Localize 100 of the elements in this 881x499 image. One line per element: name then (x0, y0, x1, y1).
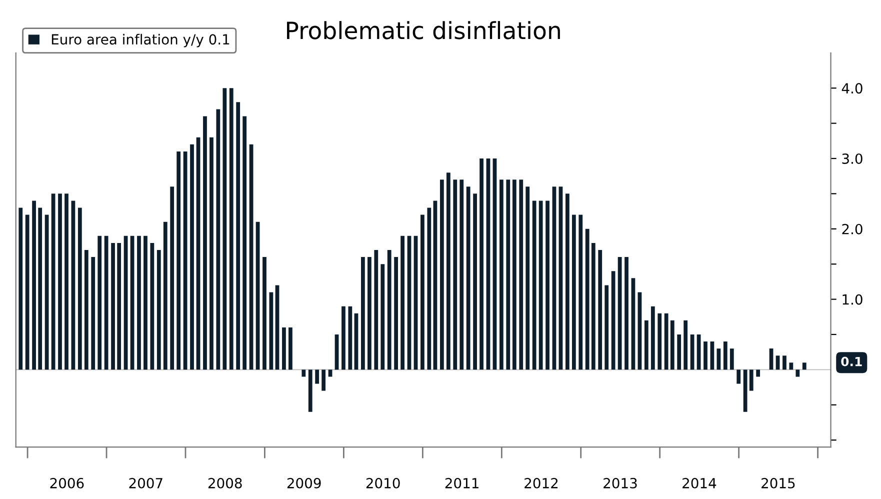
bar (374, 250, 378, 370)
bar (183, 151, 188, 370)
bar (84, 250, 88, 370)
x-tick-label: 2006 (50, 478, 84, 488)
bar (670, 320, 674, 370)
x-tick-label: 2012 (524, 478, 558, 488)
bar (558, 186, 563, 370)
bar (552, 186, 556, 370)
bar (572, 214, 576, 370)
bar (288, 327, 292, 370)
bar (256, 222, 260, 370)
bar (361, 257, 365, 370)
bar (32, 200, 36, 370)
bar (176, 151, 181, 370)
bar (367, 257, 372, 370)
bar (638, 292, 642, 370)
bar (466, 186, 470, 370)
bar (546, 200, 550, 370)
bar (492, 158, 497, 370)
bar (506, 180, 510, 370)
x-tick-label: 2010 (366, 478, 400, 488)
bar (348, 306, 352, 370)
bar (631, 278, 636, 370)
bar (624, 257, 628, 370)
y-tick-label: 2.0 (842, 224, 862, 234)
bar (414, 236, 418, 370)
bar (216, 109, 220, 370)
bar (308, 370, 312, 412)
bar (18, 208, 23, 370)
bar (578, 214, 583, 370)
bar (749, 370, 754, 391)
bar (736, 370, 741, 384)
bar (730, 348, 734, 370)
bar (400, 236, 404, 370)
x-tick-label: 2009 (287, 478, 321, 488)
bar (644, 320, 648, 370)
bar (565, 194, 570, 370)
bar (716, 348, 721, 370)
bar (684, 320, 688, 370)
bar (499, 180, 504, 370)
bar (44, 214, 49, 370)
bar (440, 180, 444, 370)
bar (704, 342, 708, 370)
bar (420, 214, 424, 370)
bar (380, 264, 385, 370)
bar (130, 236, 134, 370)
bar (519, 180, 524, 370)
bar (163, 222, 168, 370)
bar (51, 194, 56, 370)
y-tick-label: 1.0 (842, 294, 862, 305)
bar (137, 236, 141, 370)
bar (91, 257, 96, 370)
bar (526, 186, 530, 370)
bar (789, 362, 794, 370)
bar (512, 180, 516, 370)
bar (486, 158, 490, 370)
bar (156, 250, 161, 370)
bar (229, 88, 234, 370)
bar (453, 180, 458, 370)
bar (460, 180, 464, 370)
bar (71, 200, 76, 370)
bar (111, 242, 115, 370)
bar (664, 313, 668, 370)
chart-title: Problematic disinflation (287, 21, 560, 40)
bar (677, 334, 682, 370)
bar (64, 194, 68, 370)
bar (58, 194, 62, 370)
bar (532, 200, 536, 370)
bar (585, 228, 590, 370)
bar (124, 236, 128, 370)
bar (190, 144, 194, 370)
bar (236, 102, 240, 370)
bar (150, 242, 154, 370)
bar (598, 250, 602, 370)
bar (269, 292, 274, 370)
bar (446, 172, 450, 370)
x-tick-label: 2008 (208, 478, 242, 488)
bar (322, 370, 326, 391)
bar (315, 370, 320, 384)
bar (618, 257, 622, 370)
bar (203, 116, 207, 370)
bar (249, 144, 254, 370)
x-tick-label: 2011 (445, 478, 478, 488)
bar (275, 285, 280, 370)
annotation: 0.1 (841, 356, 862, 366)
bar (98, 236, 102, 370)
bar (743, 370, 748, 412)
x-tick-label: 2007 (129, 478, 162, 488)
bar (802, 362, 806, 370)
x-tick-label: 2014 (682, 478, 716, 488)
bar (242, 116, 247, 370)
bar (538, 200, 543, 370)
bar (473, 194, 477, 370)
bar (342, 306, 346, 370)
bar (117, 242, 122, 370)
bar (170, 186, 174, 370)
bar (658, 313, 662, 370)
bar (407, 236, 412, 370)
bar (302, 370, 306, 377)
bar (387, 250, 392, 370)
